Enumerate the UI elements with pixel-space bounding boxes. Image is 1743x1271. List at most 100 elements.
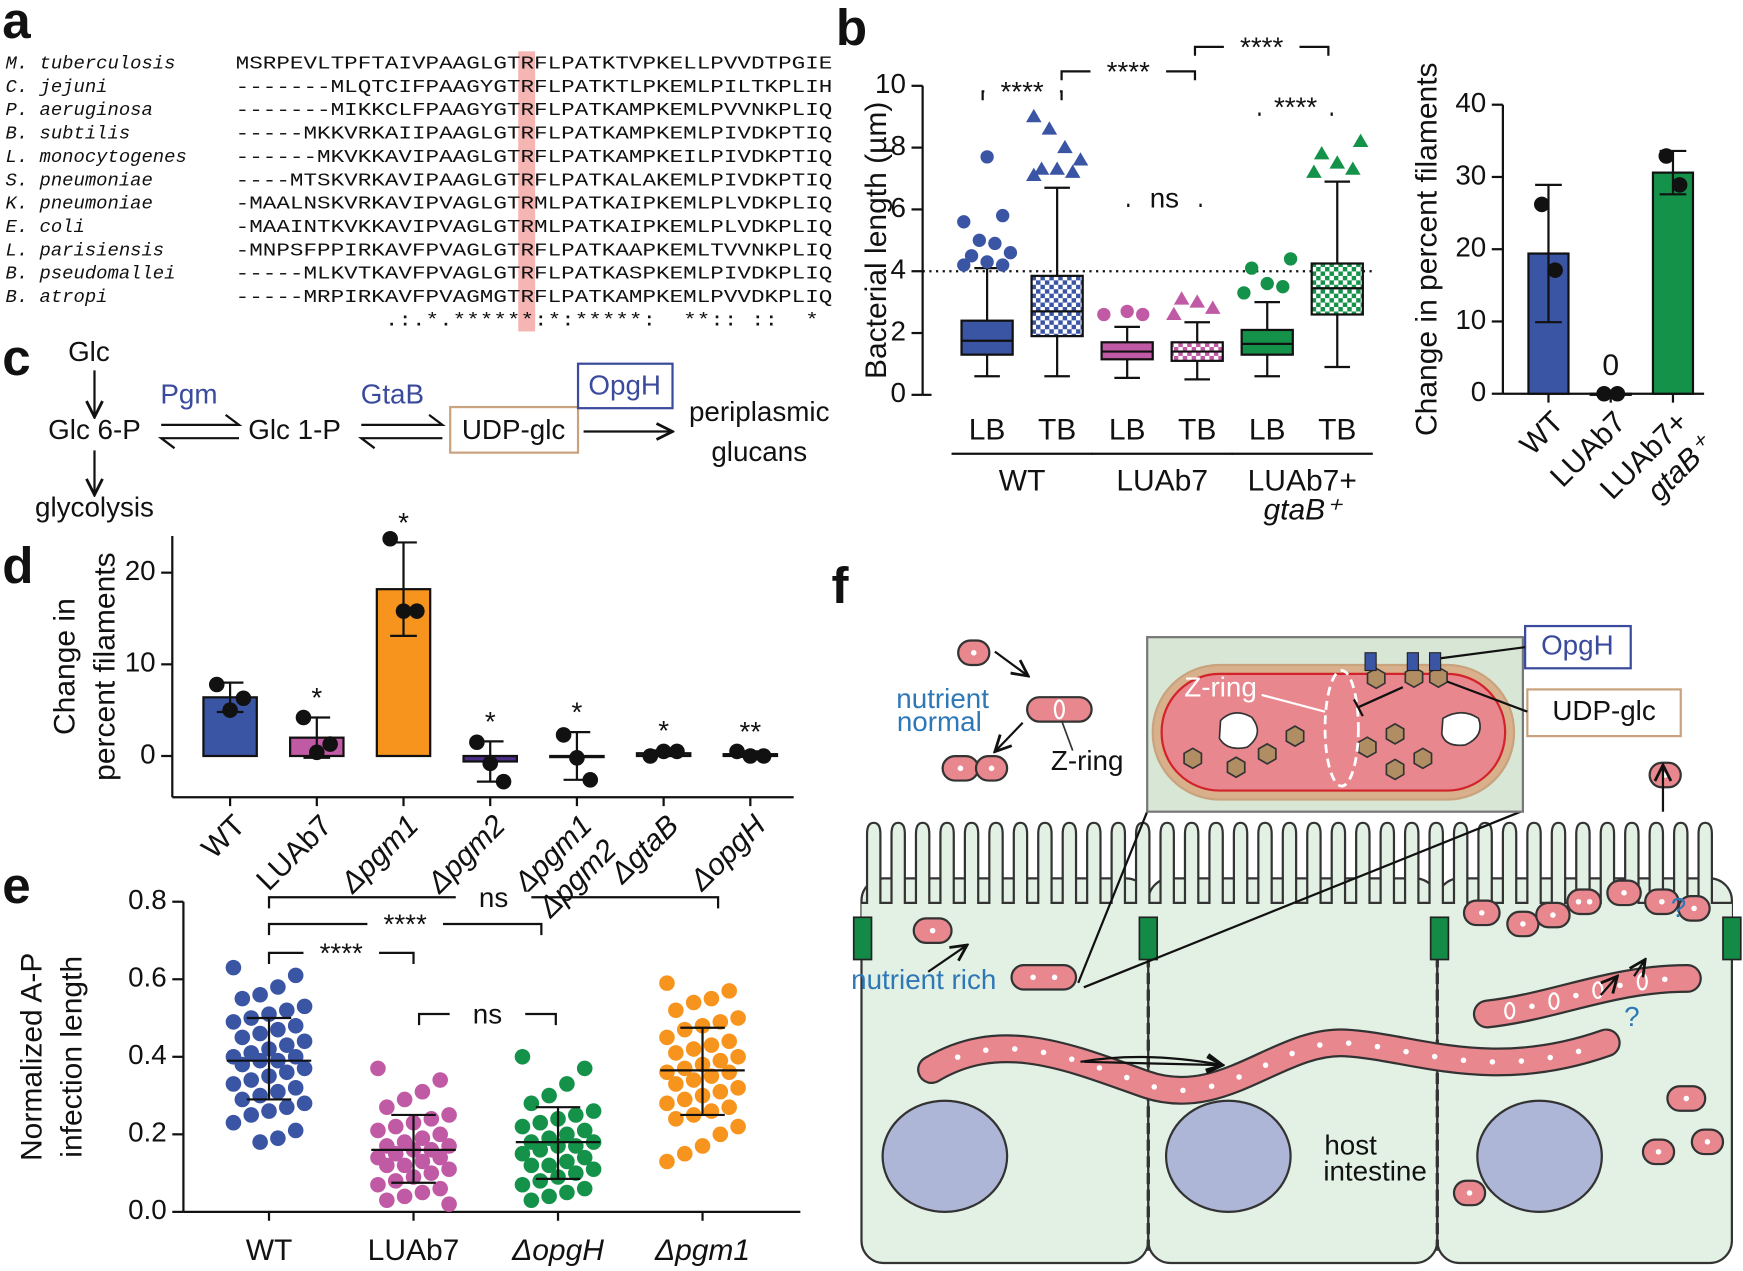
significance-label: * [572, 697, 583, 728]
data-point [523, 1157, 540, 1174]
outlier [1245, 261, 1259, 275]
outlier [1057, 139, 1073, 154]
data-point [252, 1025, 268, 1042]
bracket-gap [1223, 41, 1300, 53]
significance-label: ns [1150, 183, 1179, 214]
data-point [730, 1118, 746, 1135]
data-point [685, 1072, 702, 1088]
bacterium-dot [1655, 1149, 1662, 1155]
data-point [309, 744, 325, 761]
data-point [296, 1060, 313, 1077]
leader [1060, 720, 1074, 751]
species-name: B. atropi [6, 286, 108, 308]
zoom-line [1083, 810, 1522, 989]
zoom-line [1077, 811, 1149, 984]
model-label: ? [1624, 1001, 1639, 1032]
data-point [576, 1149, 593, 1166]
x-tick-label: Δpgm1 [654, 1234, 750, 1267]
species-name: P. aeruginosa [6, 99, 153, 121]
panel-label: b [836, 0, 867, 56]
y-tick-label: 8 [891, 130, 906, 161]
tight-junction [1722, 916, 1742, 961]
data-point [676, 1060, 693, 1077]
bacterium-dot [1704, 1139, 1711, 1145]
opgh-protein [1428, 652, 1442, 672]
host-cell [1147, 877, 1439, 1265]
species-name: S. pneumoniae [6, 169, 153, 191]
data-point [234, 1056, 251, 1073]
bracket-gap [1126, 192, 1203, 204]
metabolite: glycolysis [35, 492, 154, 523]
data-point [585, 1103, 602, 1119]
data-point [532, 1142, 549, 1158]
outlier [1173, 291, 1190, 305]
data-point [287, 1018, 304, 1034]
box [1240, 328, 1294, 356]
data-point [729, 743, 745, 760]
y-axis-label: infection length [55, 956, 88, 1158]
data-point [432, 1180, 448, 1197]
data-point [225, 1014, 242, 1030]
vacuole [1218, 712, 1259, 750]
group-label: gtaB⁺ [1263, 493, 1343, 526]
significance-label: * [658, 715, 669, 746]
outlier [1041, 121, 1058, 135]
sequence: -----MKKVRKAIIPAAGLGTRFLPATKAMPKEMLPIVDK… [236, 123, 833, 145]
data-point [721, 1099, 737, 1115]
data-point [387, 1118, 404, 1135]
y-tick-label: 10 [875, 68, 906, 99]
data-point [523, 1095, 540, 1112]
data-point [295, 709, 312, 726]
data-point [659, 975, 675, 991]
data-point [576, 1060, 593, 1077]
data-point [1671, 177, 1688, 193]
udp-glc-molecule [1357, 736, 1377, 759]
tight-junction [1138, 916, 1159, 961]
outlier [1026, 167, 1042, 181]
outlier [980, 255, 994, 269]
y-tick-label: 0 [140, 738, 155, 769]
outlier [1306, 164, 1322, 178]
data-point [642, 748, 659, 764]
udp-box [1526, 688, 1682, 738]
arrow [1083, 1062, 1223, 1065]
filament-dot [1096, 1065, 1103, 1071]
opgh-box [1524, 624, 1632, 670]
model-label: nutrient [896, 683, 989, 714]
data-point [755, 748, 772, 764]
bacterium-dot [988, 765, 995, 772]
equilibrium-arrow [161, 413, 243, 426]
metabolite: Glc [68, 336, 110, 367]
x-tick-label: TB [1038, 413, 1076, 446]
data-point [243, 1107, 260, 1123]
species-name: L. monocytogenes [6, 146, 187, 168]
significance-label: **** [320, 937, 363, 968]
bacterium [1566, 888, 1602, 916]
model-label: intestine [1323, 1155, 1426, 1186]
udp-glc-molecule [1257, 742, 1277, 765]
outlier [1276, 280, 1290, 294]
data-point [414, 1184, 431, 1201]
data-point [712, 1083, 729, 1100]
bracket-gap [449, 1008, 526, 1020]
enzyme: OpgH [588, 369, 661, 400]
udp-glc-molecule [1385, 722, 1405, 745]
arrow [927, 945, 967, 973]
x-tick-label: TB [1318, 413, 1356, 446]
model-label: OpgH [1541, 630, 1614, 661]
data-point [712, 1052, 729, 1069]
bacterium-dot [929, 927, 936, 934]
outlier [1237, 286, 1251, 300]
y-axis-label: Normalized A-P [15, 953, 48, 1161]
filament-dot [1124, 1074, 1130, 1081]
outlier [1003, 246, 1018, 260]
bacterium-dot [1575, 898, 1582, 905]
bacterium-dot [1691, 905, 1697, 912]
data-point [234, 1029, 251, 1046]
x-tick-label: ΔopgH [683, 809, 772, 898]
arrow [1080, 1057, 1222, 1065]
outlier [1166, 306, 1182, 321]
data-point [261, 1103, 277, 1119]
data-point [387, 1173, 404, 1189]
